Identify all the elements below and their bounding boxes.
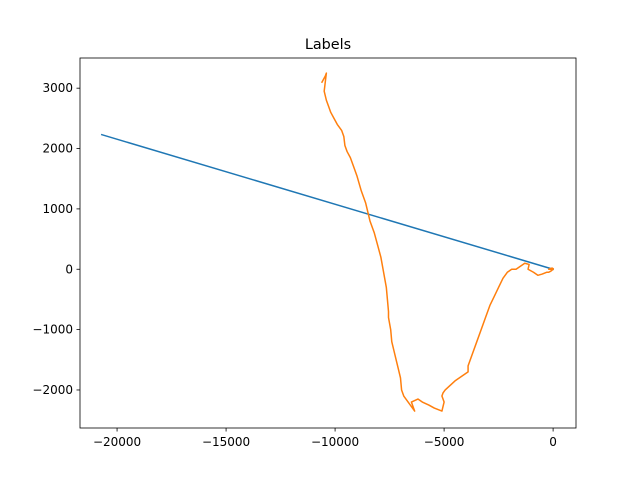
y-tick-label: −1000 — [32, 323, 73, 337]
x-axis: −20000 −15000 −10000 −5000 0 — [93, 428, 557, 449]
x-tick-label: −20000 — [93, 435, 141, 449]
chart-title: Labels — [305, 37, 351, 53]
y-tick-label: 3000 — [42, 81, 73, 95]
y-tick-label: 1000 — [42, 202, 73, 216]
series-line-1 — [100, 133, 555, 271]
y-tick-label: 0 — [65, 262, 73, 276]
x-tick-label: −5000 — [424, 435, 465, 449]
x-tick-label: −10000 — [311, 435, 359, 449]
y-tick-label: −2000 — [32, 383, 73, 397]
x-tick-label: 0 — [549, 435, 557, 449]
series-layer — [100, 72, 555, 412]
series-line-2 — [320, 72, 555, 412]
y-tick-label: 2000 — [42, 142, 73, 156]
axes-frame — [79, 57, 577, 429]
x-tick-label: −15000 — [202, 435, 250, 449]
y-axis: −2000 −1000 0 1000 2000 3000 — [32, 81, 80, 397]
